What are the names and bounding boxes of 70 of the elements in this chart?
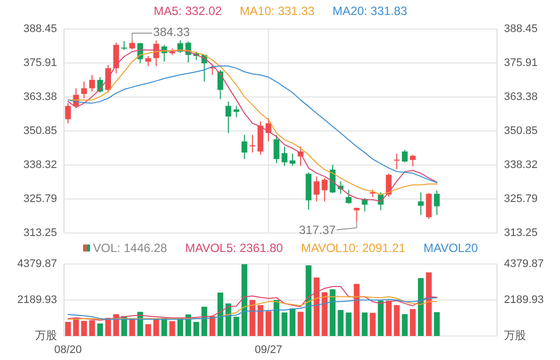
bar [362,312,368,336]
annotation: 317.37 [298,221,358,237]
bar [81,320,87,336]
y-tick-label: 388.45 [23,23,57,35]
y-tick-label: 363.38 [23,91,57,104]
bar [410,309,416,336]
bar [298,312,304,336]
bar [274,300,280,336]
y2-tick-label: 388.45 [504,23,538,35]
bar [306,265,312,336]
legend: MA5: 332.02 MA10: 331.33 MA20: 331.83 [154,4,408,18]
bar [290,308,296,336]
bar [426,272,432,336]
annotation: 384.33 [153,25,190,40]
bar [193,322,200,336]
bar [386,300,392,336]
bar [97,324,103,336]
bar [418,278,424,336]
y-tick-label: 万股 [35,330,57,342]
bar [402,314,408,336]
y-tick-label: 375.91 [23,57,57,70]
bar [129,318,136,336]
bar [169,321,176,336]
bar [258,305,264,336]
bar [394,305,400,336]
y-tick-label: 2189.93 [17,294,57,306]
bar [434,312,440,336]
bar [266,311,272,336]
y-tick-label: 4379.87 [17,258,57,270]
bar [338,310,344,336]
bar [105,318,111,336]
bar [330,289,336,336]
line-series [68,286,438,321]
bar [225,303,232,336]
legend: VOL: 1446.28 MAVOL5: 2361.80 MAVOL10: 2091.21 MAVOL20 [83,241,478,255]
y2-tick-label: 325.79 [504,192,538,205]
y2-tick-label: 万股 [504,330,526,342]
y2-tick-label: 375.91 [504,57,538,70]
bar [250,300,256,336]
bar [314,277,320,336]
y-tick-label: 350.85 [23,125,57,137]
bar [145,324,152,336]
bar [65,322,71,336]
bar [217,292,224,336]
bar [89,320,95,336]
bar [234,316,240,336]
line-series [68,66,438,184]
bar [153,319,160,336]
bar [378,300,384,336]
x-tick-label: 09/27 [254,344,282,356]
bar [354,284,360,336]
x-tick-label: 08/20 [54,344,82,356]
bar [282,312,288,336]
annotation: 317.37 [298,222,336,237]
bar [346,312,352,336]
legend-label: VOL: 1446.28 [93,241,168,255]
bar [242,264,248,336]
y2-tick-label: 363.38 [504,91,538,104]
y-tick-label: 313.25 [23,227,57,239]
y2-tick-label: 338.32 [504,158,538,171]
y2-tick-label: 4379.87 [504,258,544,270]
y2-tick-label: 313.25 [504,227,538,239]
y-tick-label: 338.32 [23,158,57,171]
annotation: 384.33 [132,25,190,41]
y2-tick-label: 350.85 [504,125,538,137]
bar [73,318,79,336]
bar [322,292,328,336]
y-tick-label: 325.79 [23,192,57,205]
y2-tick-label: 2189.93 [504,294,544,306]
bar [370,312,376,336]
